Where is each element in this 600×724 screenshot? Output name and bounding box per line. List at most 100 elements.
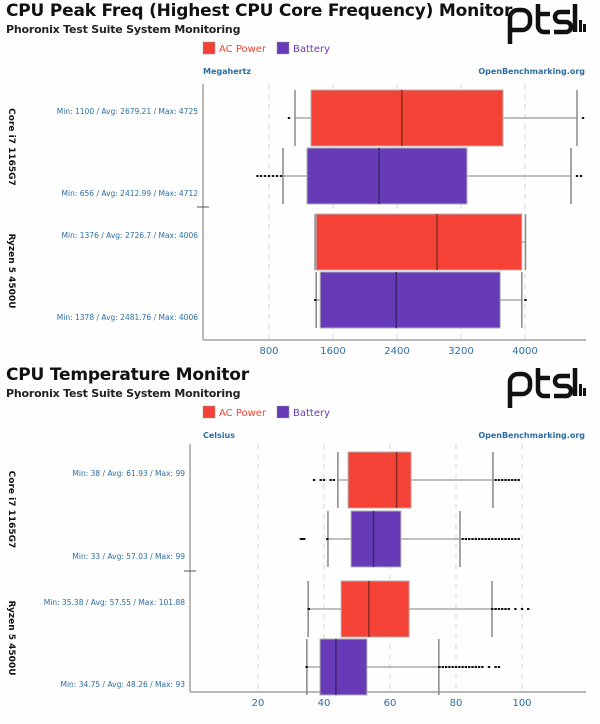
outlier-point [514,538,517,540]
outlier-point [491,608,494,610]
outlier-point [444,666,448,668]
outlier-point [329,479,332,481]
box-battery [350,510,402,568]
freq-chart-panel: CPU Peak Freq (Highest CPU Core Frequenc… [0,0,600,360]
outlier-point [481,538,484,540]
outlier-point [491,538,494,540]
x-tick-label: 100 [512,698,531,709]
outlier-point [471,666,474,668]
outlier-point [458,666,461,668]
group-label: Ryzen 5 4500U [6,600,16,675]
x-tick-label: 800 [259,346,278,357]
temp-chart-panel: CPU Temperature Monitor Phoronix Test Su… [0,364,600,724]
outlier-point [501,608,504,610]
outlier-point [464,666,468,668]
outlier-point [494,479,497,481]
outlier-point [497,479,501,481]
outlier-point [303,538,306,540]
outlier-point [517,479,520,481]
outlier-point [299,538,303,540]
x-tick-label: 60 [384,698,397,709]
outlier-point [494,608,497,610]
legend-swatch-ac-power [202,405,216,419]
box-battery [319,271,501,329]
temp-boxplot: AC Power Battery Celsius OpenBenchmarking.o… [6,405,586,709]
outlier-point [461,666,464,668]
outlier-point [271,175,275,177]
outlier-point [504,538,507,540]
outlier-point [510,479,514,481]
outlier-point [468,538,471,540]
outlier-point [474,538,477,540]
x-tick-label: 4000 [512,346,537,357]
outlier-point [448,666,451,668]
chart-title: CPU Temperature Monitor [6,365,249,385]
x-tick-label: 1600 [320,346,345,357]
pts-logo-icon [507,4,586,44]
outlier-point [319,479,322,481]
outlier-point [494,538,497,540]
outlier-point [504,479,507,481]
x-tick-label: 20 [252,698,265,709]
chart-subtitle: Phoronix Test Suite System Monitoring [6,23,241,36]
outlier-point [259,175,263,177]
group-label: Core i7 1165G7 [6,108,16,186]
outlier-point [332,479,336,481]
outlier-point [514,479,517,481]
outlier-point [263,175,267,177]
outlier-point [279,175,283,177]
series-summary-label: Min: 35.38 / Avg: 57.55 / Max: 101.88 [44,598,185,607]
outlier-point [527,608,530,610]
outlier-point [477,666,481,668]
outlier-point [305,666,308,668]
outlier-point [497,538,501,540]
series-summary-label: Min: 38 / Avg: 61.93 / Max: 99 [72,469,185,478]
outlier-point [441,666,444,668]
freq-boxplot: AC Power Battery Megahertz OpenBenchmarking… [6,41,586,357]
x-tick-label: 40 [318,698,331,709]
group-label: Ryzen 5 4500U [6,233,16,308]
legend-label: AC Power [219,408,267,419]
outlier-point [497,608,501,610]
outlier-point [322,479,326,481]
outlier-point [481,666,484,668]
outlier-point [487,666,491,668]
series-summary-label: Min: 1378 / Avg: 2481.76 / Max: 4006 [57,313,198,322]
outlier-point [514,608,517,610]
legend-swatch-battery [276,41,290,55]
outlier-point [517,538,520,540]
legend-label: AC Power [219,44,267,55]
outlier-point [454,666,458,668]
outlier-point [468,666,471,668]
outlier-point [494,666,497,668]
outlier-point [314,299,317,301]
outlier-point [501,479,504,481]
outlier-point [461,538,464,540]
outlier-point [484,538,487,540]
series-summary-label: Min: 1376 / Avg: 2726.7 / Max: 4006 [62,231,199,240]
series-summary-label: Min: 656 / Avg: 2412.99 / Max: 4712 [62,189,199,198]
outlier-point [256,175,259,177]
outlier-point [438,666,441,668]
outlier-point [507,538,510,540]
box-ac-power [347,451,412,509]
chart-subtitle: Phoronix Test Suite System Monitoring [6,387,241,400]
outlier-point [487,538,491,540]
x-tick-label: 80 [450,698,463,709]
outlier-point [464,538,468,540]
watermark-label: OpenBenchmarking.org [478,431,585,440]
outlier-point [477,538,481,540]
watermark-label: OpenBenchmarking.org [478,67,585,76]
x-tick-label: 2400 [384,346,409,357]
legend-label: Battery [293,408,330,419]
x-tick-label: 3200 [448,346,473,357]
legend-swatch-ac-power [202,41,216,55]
series-summary-label: Min: 1100 / Avg: 2679.21 / Max: 4725 [57,107,198,116]
outlier-point [510,538,514,540]
group-label: Core i7 1165G7 [6,471,16,549]
outlier-point [326,538,329,540]
outlier-point [474,666,477,668]
outlier-point [451,666,454,668]
outlier-point [287,117,291,119]
outlier-point [507,608,510,610]
